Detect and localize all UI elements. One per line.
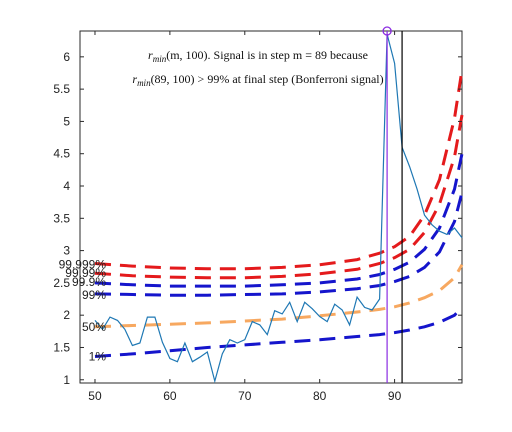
y-tick-label-3: 2.5 [53, 276, 70, 290]
annotation-1-r: r [148, 48, 153, 62]
y-tick-label-4: 3 [63, 244, 70, 258]
signal-marker-layer [382, 26, 392, 36]
band-label-5: 1% [89, 350, 107, 364]
annotation: rmin(m, 100). Signal is in step m = 89 b… [132, 48, 383, 88]
y-tick-label-9: 5.5 [53, 82, 70, 96]
annotation-1-rest: (m, 100). Signal is in step m = 89 becau… [166, 48, 368, 62]
x-tick-label-0: 50 [88, 389, 102, 403]
annotation-2-rest: (89, 100) > 99% at final step (Bonferron… [151, 72, 384, 86]
y-tick-label-2: 2 [63, 308, 70, 322]
band-line-2 [94, 153, 464, 288]
band-line-0 [94, 69, 464, 271]
annotation-line-1: rmin(m, 100). Signal is in step m = 89 b… [148, 48, 368, 64]
band-labels: 99.999%99.99%99.9%99% 50% 1% [59, 258, 107, 364]
band-label-3: 99% [82, 288, 106, 302]
signal-marker [382, 26, 392, 36]
band-label-1: 99.99% [65, 266, 106, 280]
x-tick-label-2: 70 [238, 389, 252, 403]
band-line-1 [94, 114, 464, 280]
vertical-lines [386, 31, 403, 383]
band-label-4: 50% [82, 320, 106, 334]
series-line-0 [94, 34, 463, 384]
y-tick-label-0: 1 [63, 373, 70, 387]
band-line-3 [94, 192, 464, 297]
annotation-line-2: rmin(89, 100) > 99% at final step (Bonfe… [132, 72, 383, 88]
y-tick-label-1: 1.5 [53, 340, 70, 354]
annotation-1-sub: min [153, 54, 167, 64]
x-tick-label-3: 80 [313, 389, 327, 403]
band-label-0: 99.999% [59, 258, 107, 272]
annotation-2-r: r [132, 72, 137, 86]
y-axis-ticks: 1 1.5 2 2.5 3 3.5 4 4.5 5 5.5 6 [53, 50, 462, 387]
data-series [94, 34, 463, 384]
y-tick-label-8: 5 [63, 114, 70, 128]
x-tick-label-4: 90 [388, 389, 402, 403]
annotation-2-sub: min [137, 78, 151, 88]
band-label-2: 99.9% [72, 275, 106, 289]
x-axis-ticks: 50 60 70 80 90 [88, 31, 402, 403]
x-tick-label-1: 60 [163, 389, 177, 403]
y-tick-label-7: 4.5 [53, 147, 70, 161]
band-line-4 [94, 264, 464, 329]
y-tick-label-6: 4 [63, 179, 70, 193]
y-tick-label-10: 6 [63, 50, 70, 64]
y-tick-label-5: 3.5 [53, 211, 70, 225]
